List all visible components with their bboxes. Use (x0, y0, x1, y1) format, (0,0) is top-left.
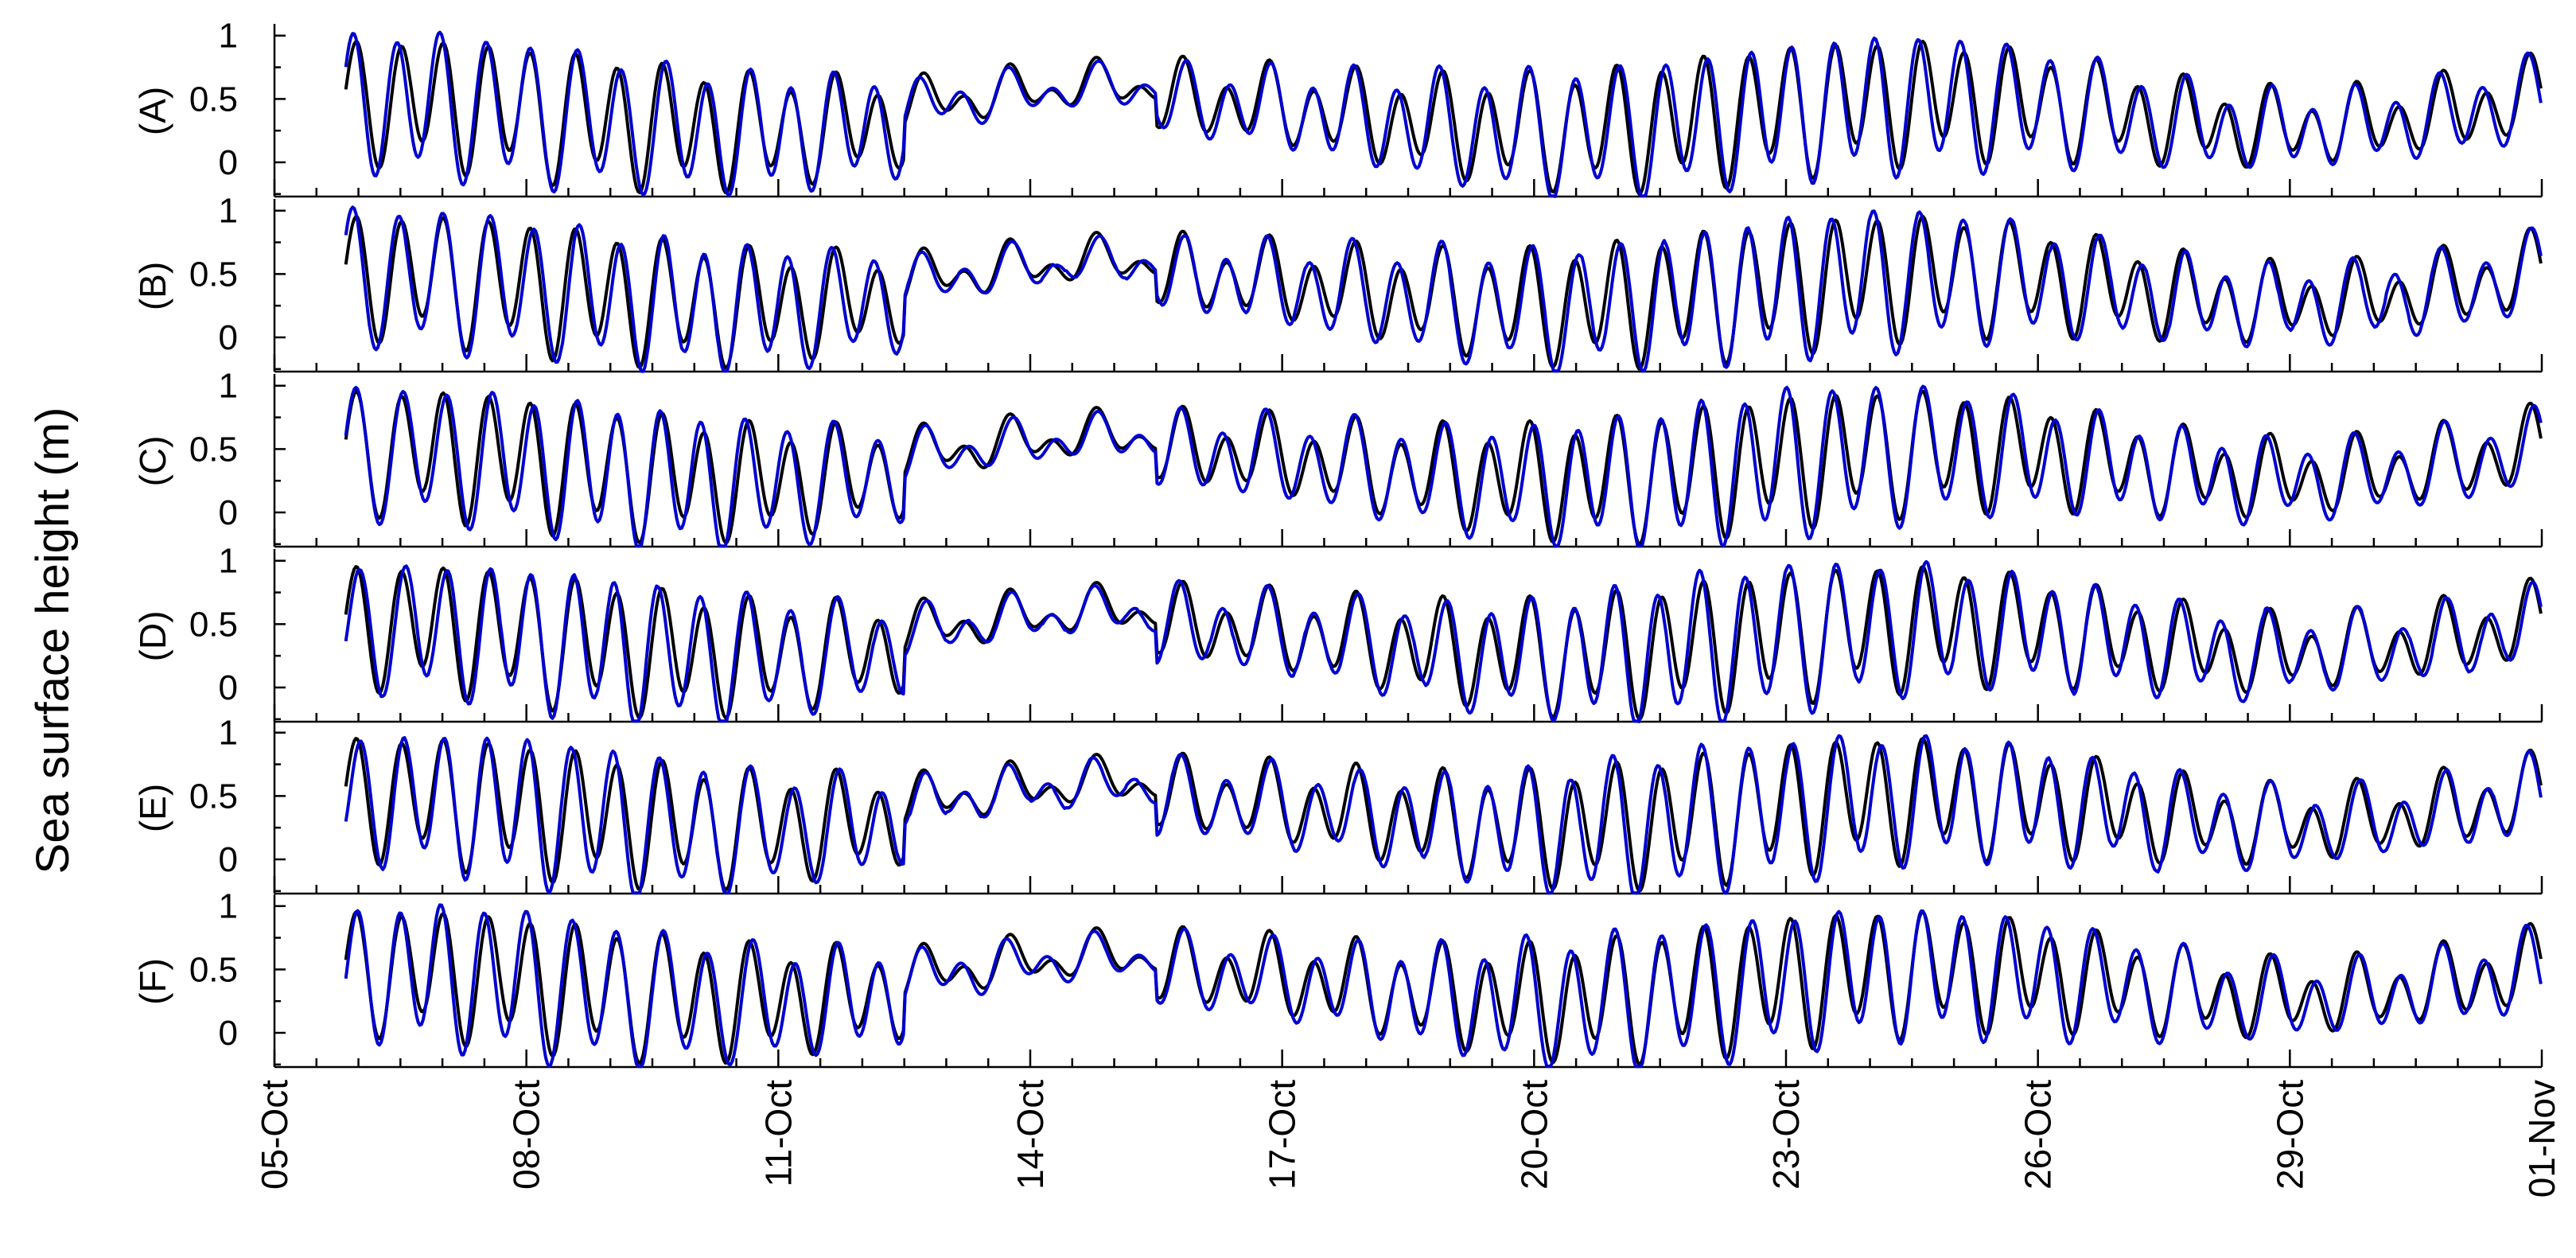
panels-group: 0 0.5 1 (A) 0 0.5 1 (B) 0 0.5 1 (C) 0 0.5 1 (D) 0 0.5 1 (E)… (132, 17, 2543, 1069)
panel-a: 0 0.5 1 (A) (132, 17, 2543, 198)
y-tick-label: 1 (219, 714, 238, 753)
x-axis: 05-Oct 08-Oct 11-Oct 14-Oct 17-Oct 20-Oct 23-O… (254, 1080, 2562, 1198)
y-tick-label: 0 (219, 318, 238, 357)
panel-label: (A) (132, 87, 173, 135)
y-tick-label: 0.5 (189, 255, 238, 294)
y-tick-label: 0.5 (189, 950, 238, 989)
y-tick-label: 1 (219, 192, 238, 231)
x-tick-label: 11-Oct (757, 1080, 799, 1187)
x-tick-label: 23-Oct (1765, 1080, 1807, 1190)
x-tick-label: 29-Oct (2269, 1080, 2310, 1190)
y-tick-label: 0 (219, 840, 238, 879)
y-tick-label: 0.5 (189, 777, 238, 816)
panel-label: (C) (132, 436, 173, 487)
model-series-line (344, 560, 2543, 723)
model-series-line (344, 734, 2543, 895)
x-tick-label: 01-Nov (2521, 1080, 2562, 1198)
panel-label: (E) (132, 784, 173, 832)
observed-series-line (344, 390, 2543, 546)
panel-c: 0 0.5 1 (C) (132, 367, 2543, 548)
x-tick-label: 08-Oct (506, 1080, 547, 1190)
panel-b: 0 0.5 1 (B) (132, 192, 2543, 373)
y-tick-label: 1 (219, 542, 238, 581)
y-tick-label: 0 (219, 1014, 238, 1053)
model-series-line (344, 903, 2543, 1069)
observed-series-line (344, 565, 2543, 721)
y-tick-label: 0 (219, 143, 238, 182)
panel-label: (F) (132, 958, 173, 1005)
y-tick-label: 0.5 (189, 430, 238, 469)
x-tick-label: 05-Oct (254, 1080, 295, 1190)
y-tick-label: 0 (219, 493, 238, 532)
x-tick-label: 14-Oct (1010, 1080, 1051, 1190)
y-tick-label: 0 (219, 668, 238, 707)
panel-f: 0 0.5 1 (F) (132, 887, 2543, 1069)
y-tick-label: 1 (219, 887, 238, 926)
panel-d: 0 0.5 1 (D) (132, 542, 2543, 723)
panel-label: (B) (132, 262, 173, 310)
y-tick-label: 1 (219, 367, 238, 406)
model-series-line (344, 205, 2543, 373)
x-tick-label: 26-Oct (2018, 1080, 2059, 1190)
panel-e: 0 0.5 1 (E) (132, 714, 2543, 895)
y-tick-label: 1 (219, 17, 238, 56)
y-tick-label: 0.5 (189, 605, 238, 644)
y-axis-label: Sea surface height (m) (27, 407, 79, 874)
x-tick-label: 20-Oct (1513, 1080, 1555, 1190)
panel-label: (D) (132, 611, 173, 662)
x-tick-label: 17-Oct (1262, 1080, 1303, 1190)
observed-series-line (344, 737, 2543, 893)
model-series-line (344, 30, 2543, 198)
model-series-line (344, 384, 2543, 548)
y-tick-label: 0.5 (189, 80, 238, 119)
